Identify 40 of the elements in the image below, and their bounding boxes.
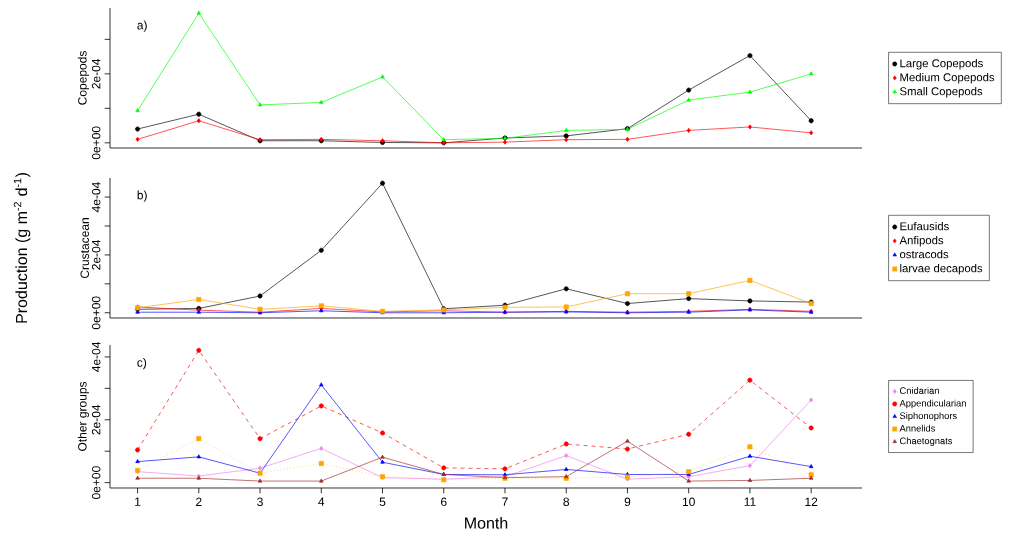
legend-label: Large Copepods — [900, 58, 983, 70]
x-tick-label: 1 — [135, 497, 141, 506]
x-tick-label: 12 — [805, 497, 818, 506]
y-tick-label: 2e-04 — [91, 239, 101, 270]
annotation: b) — [137, 190, 147, 202]
legend-label: Anfipods — [899, 235, 944, 247]
y-tick-label: 4e-04 — [91, 341, 101, 372]
annotation: a) — [137, 20, 147, 32]
legend-label: Cnidarian — [900, 387, 939, 394]
x-tick-label: 2 — [196, 497, 202, 506]
y-axis-title: Crustacean — [80, 218, 89, 279]
x-axis-title: Month — [465, 517, 508, 529]
text: Production (g m$^{-2}$ d$^{-1}$) — [13, 173, 31, 323]
y-tick-label: 0e+00 — [91, 466, 101, 500]
legend-label: Small Copepods — [900, 86, 983, 98]
y-tick-label: 0e+00 — [91, 296, 101, 330]
legend-label: Chaetognats — [900, 437, 953, 447]
x-tick-label: 7 — [502, 497, 508, 506]
legend-label: ostracods — [900, 249, 949, 259]
annotation: c) — [137, 357, 147, 370]
x-tick-label: 4 — [318, 497, 325, 506]
y-tick-label: 0e+00 — [91, 126, 101, 160]
y-tick-label: 2e-04 — [91, 58, 101, 89]
x-tick-label: 8 — [563, 497, 570, 507]
legend-label: Medium Copepods — [900, 72, 995, 84]
y-tick-label: 2e-04 — [91, 404, 101, 435]
x-tick-label: 9 — [624, 497, 631, 507]
x-tick-label: 6 — [441, 497, 447, 507]
x-tick-label: 10 — [682, 497, 695, 507]
x-tick-label: 5 — [379, 497, 386, 506]
x-tick-label: 11 — [744, 497, 756, 506]
y-axis-title: Copepods — [77, 51, 89, 105]
y-axis-title: Other groups — [77, 381, 89, 451]
legend-label: Eufausids — [900, 221, 949, 231]
x-tick-label: 3 — [257, 497, 263, 507]
y-tick-label: 4e-04 — [91, 182, 101, 213]
legend-label: Appendicularian — [899, 399, 966, 409]
legend-label: larvae decapods — [900, 263, 983, 275]
legend-label: Annelids — [899, 424, 935, 432]
legend-label: Siphonophors — [899, 412, 957, 421]
